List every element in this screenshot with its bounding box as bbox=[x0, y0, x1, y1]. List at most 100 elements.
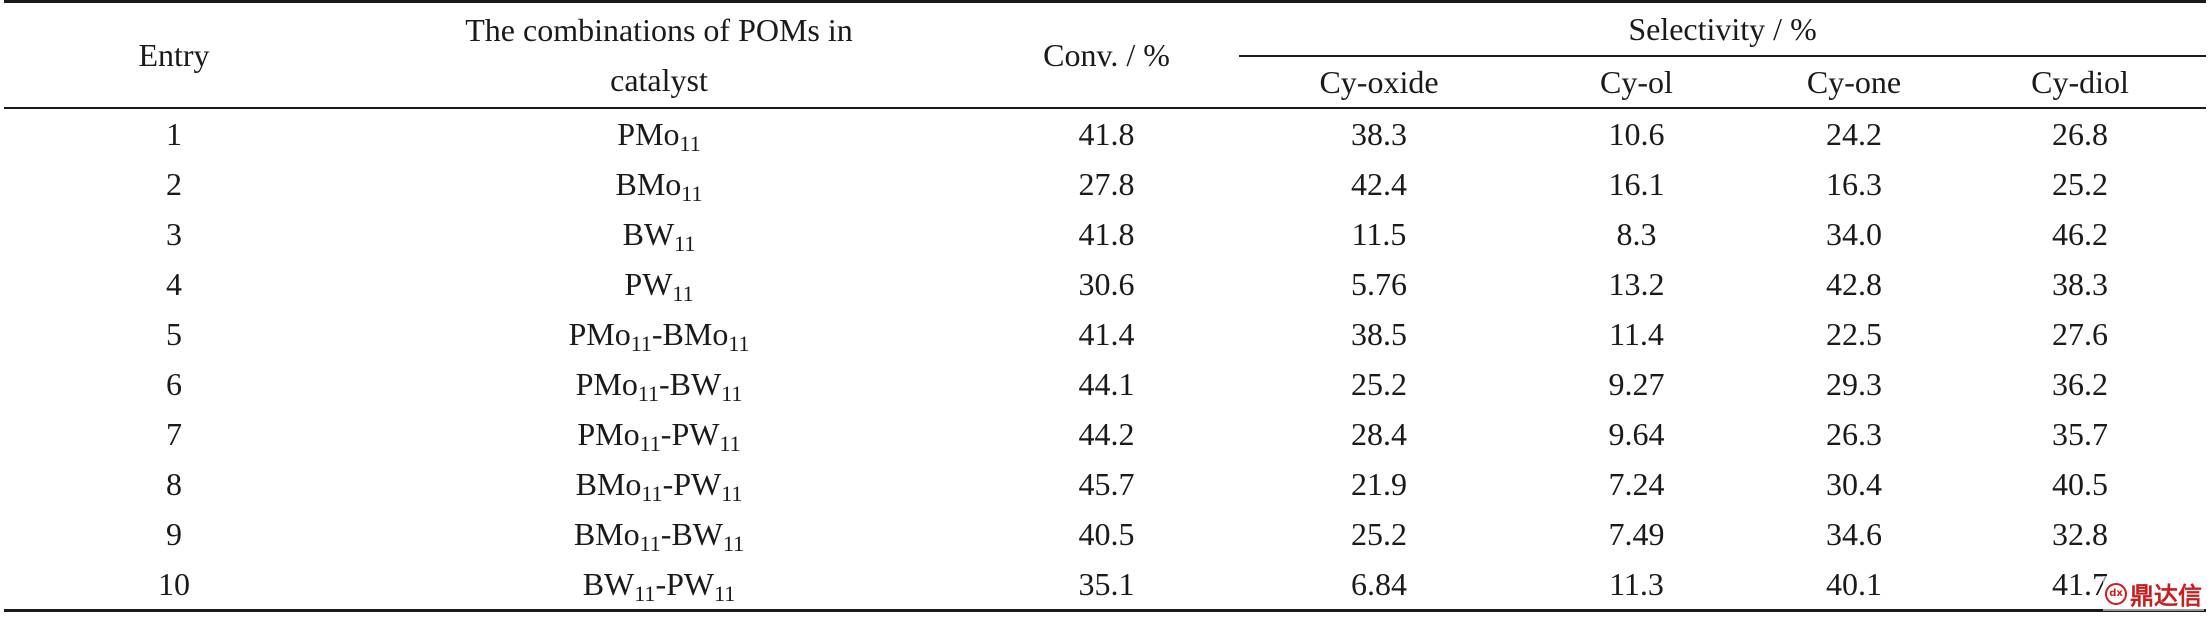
formula-part: -BW bbox=[660, 516, 723, 552]
cell-cy-oxide: 6.84 bbox=[1239, 559, 1519, 612]
cell-combination: PMo11 bbox=[344, 108, 974, 159]
cell-cy-oxide: 28.4 bbox=[1351, 416, 1407, 452]
header-combinations-line2: catalyst bbox=[610, 62, 708, 98]
header-combinations-line1: The combinations of POMs in bbox=[465, 12, 853, 49]
header-selectivity: Selectivity / % bbox=[1239, 0, 2207, 57]
table-row: 9 BMo11-BW11 40.5 25.2 7.49 34.6 32.8 bbox=[4, 509, 2206, 559]
cell-conversion: 41.8 bbox=[1078, 216, 1135, 252]
formula-subscript: 11 bbox=[674, 231, 696, 256]
table-body: 1 PMo11 41.8 38.3 10.6 24.2 26.8 2 BMo11 27.8 42.4… bbox=[4, 108, 2207, 612]
cell-cy-ol: 9.27 bbox=[1608, 366, 1665, 402]
formula-part: -BMo bbox=[651, 316, 729, 352]
cell-cy-one: 29.3 bbox=[1826, 366, 1882, 402]
formula-subscript: 11 bbox=[639, 531, 661, 556]
formula-part: PMo bbox=[617, 116, 680, 152]
cell-cy-one: 26.3 bbox=[1826, 416, 1882, 452]
cell-cy-ol: 8.3 bbox=[1616, 216, 1657, 252]
formula-part: -PW bbox=[660, 416, 720, 452]
formula-part: -PW bbox=[655, 566, 715, 602]
table-header: Entry The combinations of POMs in cataly… bbox=[4, 0, 2207, 109]
cell-cy-diol: 32.8 bbox=[2052, 516, 2109, 552]
cell-cy-oxide: 42.4 bbox=[1351, 166, 1407, 202]
formula-part: PW bbox=[624, 266, 673, 302]
cell-conversion: 30.6 bbox=[1078, 266, 1135, 302]
header-cy-ol: Cy-ol bbox=[1519, 56, 1754, 109]
formula-subscript: 11 bbox=[672, 281, 694, 306]
formula-part: -PW bbox=[662, 466, 722, 502]
formula-subscript: 11 bbox=[637, 381, 660, 406]
cell-conversion: 40.5 bbox=[1078, 516, 1135, 552]
cell-cy-diol: 38.3 bbox=[2052, 266, 2109, 302]
cell-entry: 2 bbox=[166, 166, 182, 202]
cell-combination: PMo11-BW11 bbox=[344, 359, 974, 409]
cell-cy-one: 24.2 bbox=[1826, 116, 1882, 152]
cell-cy-diol: 25.2 bbox=[2052, 166, 2109, 202]
cell-conversion: 27.8 bbox=[1078, 166, 1135, 202]
formula-part: -BW bbox=[659, 366, 722, 402]
cell-conversion: 41.8 bbox=[1078, 116, 1135, 152]
header-conversion: Conv. / % bbox=[974, 0, 1239, 109]
cell-cy-ol: 16.1 bbox=[1608, 166, 1665, 202]
header-entry: Entry bbox=[4, 0, 344, 109]
cell-entry: 8 bbox=[166, 466, 182, 502]
cell-entry: 4 bbox=[166, 266, 182, 302]
table-row: 4 PW11 30.6 5.76 13.2 42.8 38.3 bbox=[4, 259, 2206, 309]
table-row: 10 BW11-PW11 35.1 6.84 11.3 40.1 41.7 bbox=[4, 559, 2207, 612]
cell-cy-one: 30.4 bbox=[1826, 466, 1882, 502]
cell-conversion: 44.1 bbox=[1078, 366, 1135, 402]
cell-cy-oxide: 11.5 bbox=[1351, 216, 1407, 252]
formula-subscript: 11 bbox=[721, 481, 743, 506]
cell-cy-one: 34.6 bbox=[1826, 516, 1882, 552]
cell-cy-ol: 11.4 bbox=[1609, 316, 1664, 352]
cell-combination: BMo11-PW11 bbox=[344, 459, 974, 509]
cell-cy-ol: 11.3 bbox=[1519, 559, 1754, 612]
table-row: 5 PMo11-BMo11 41.4 38.5 11.4 22.5 27.6 bbox=[4, 309, 2206, 359]
formula-subscript: 11 bbox=[679, 131, 701, 156]
results-table: Entry The combinations of POMs in cataly… bbox=[4, 0, 2207, 612]
cell-cy-diol: 40.5 bbox=[2052, 466, 2109, 502]
cell-cy-oxide: 25.2 bbox=[1351, 366, 1407, 402]
formula-part: PMo bbox=[575, 366, 638, 402]
cell-combination: BW11-PW11 bbox=[344, 559, 974, 612]
cell-cy-one: 34.0 bbox=[1826, 216, 1882, 252]
cell-cy-ol: 9.64 bbox=[1608, 416, 1665, 452]
cell-cy-oxide: 5.76 bbox=[1351, 266, 1407, 302]
cell-entry: 9 bbox=[166, 516, 182, 552]
watermark-logo: dx 鼎达信 bbox=[2103, 576, 2204, 611]
formula-part: BW bbox=[622, 216, 675, 252]
cell-cy-diol: 46.2 bbox=[2052, 216, 2109, 252]
header-cy-diol: Cy-diol bbox=[1954, 56, 2207, 109]
cell-cy-one: 40.1 bbox=[1754, 559, 1954, 612]
cell-cy-ol: 10.6 bbox=[1608, 116, 1665, 152]
formula-subscript: 11 bbox=[721, 381, 743, 406]
cell-cy-diol: 35.7 bbox=[2052, 416, 2109, 452]
cell-entry: 7 bbox=[166, 416, 182, 452]
formula-subscript: 11 bbox=[634, 581, 656, 606]
cell-cy-one: 42.8 bbox=[1826, 266, 1882, 302]
formula-subscript: 11 bbox=[719, 431, 741, 456]
formula-part: BMo bbox=[575, 466, 642, 502]
cell-cy-oxide: 38.5 bbox=[1351, 316, 1407, 352]
cell-cy-one: 22.5 bbox=[1826, 316, 1882, 352]
formula-subscript: 11 bbox=[723, 531, 745, 556]
cell-entry: 10 bbox=[4, 559, 344, 612]
formula-part: BW bbox=[582, 566, 635, 602]
cell-cy-ol: 13.2 bbox=[1608, 266, 1665, 302]
formula-part: PMo bbox=[568, 316, 631, 352]
cell-entry: 5 bbox=[166, 316, 182, 352]
watermark-text: 鼎达信 bbox=[2130, 582, 2202, 610]
cell-cy-ol: 7.49 bbox=[1608, 516, 1665, 552]
table-row: 1 PMo11 41.8 38.3 10.6 24.2 26.8 bbox=[4, 108, 2206, 159]
formula-subscript: 11 bbox=[639, 431, 661, 456]
cell-conversion: 45.7 bbox=[1078, 466, 1135, 502]
cell-combination: BMo11-BW11 bbox=[344, 509, 974, 559]
cell-cy-diol: 26.8 bbox=[2052, 116, 2109, 152]
table-row: 6 PMo11-BW11 44.1 25.2 9.27 29.3 36.2 bbox=[4, 359, 2206, 409]
header-combinations: The combinations of POMs in catalyst bbox=[344, 0, 974, 109]
cell-cy-diol: 36.2 bbox=[2052, 366, 2109, 402]
cell-conversion: 41.4 bbox=[1078, 316, 1135, 352]
cell-cy-ol: 7.24 bbox=[1608, 466, 1665, 502]
table-row: 7 PMo11-PW11 44.2 28.4 9.64 26.3 35.7 bbox=[4, 409, 2206, 459]
cell-cy-diol: 27.6 bbox=[2052, 316, 2109, 352]
